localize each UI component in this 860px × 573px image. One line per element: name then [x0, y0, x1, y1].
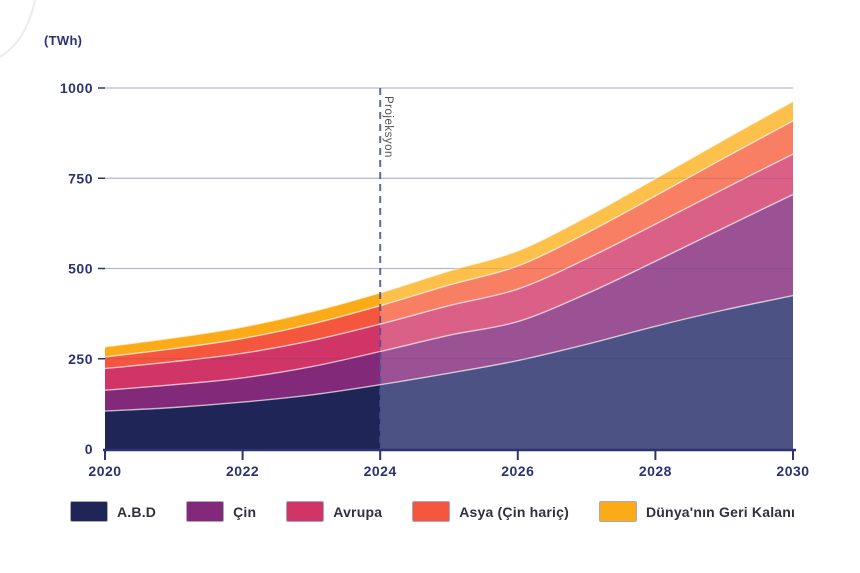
y-tick-label-750: 750 [68, 170, 93, 186]
y-tick-label-1000: 1000 [60, 80, 93, 96]
area-band-history-5 [105, 292, 381, 357]
legend-swatch-4 [412, 501, 451, 522]
y-axis-unit-label: (TWh) [44, 33, 83, 48]
band-separator-3 [104, 153, 794, 370]
area-band-history-2 [105, 351, 381, 412]
legend-label-3: Avrupa [333, 503, 383, 520]
x-tick-label-2030: 2030 [776, 463, 809, 479]
legend-swatch-5 [599, 501, 637, 522]
y-tick-label-250: 250 [68, 351, 93, 367]
legend-item-5: Dünya'nın Geri Kalanı [599, 501, 795, 522]
x-tick-label-2026: 2026 [501, 463, 534, 479]
legend-item-3: Avrupa [286, 501, 382, 522]
x-tick-label-2020: 2020 [88, 463, 121, 479]
decorative-arc [0, 0, 36, 58]
legend: A.B.D Çin Avrupa Asya (Çin hariç) Dünya'nın … [70, 501, 850, 522]
legend-label-1: A.B.D [117, 503, 157, 520]
stacked-area-chart: Projeksyon 0 250 500 750 1000 2020 2022 2024 2026… [0, 0, 809, 479]
legend-label-4: Asya (Çin hariç) [459, 503, 569, 520]
area-band-history-4 [105, 305, 381, 369]
area-band-history-3 [105, 324, 381, 391]
legend-swatch-1 [70, 501, 108, 522]
legend-swatch-2 [186, 501, 225, 522]
y-tick-label-0: 0 [85, 441, 93, 457]
x-tick-label-2022: 2022 [226, 463, 259, 479]
band-separator-2 [104, 193, 794, 391]
band-separator-1 [104, 294, 794, 412]
y-tick-label-500: 500 [68, 261, 93, 277]
legend-label-2: Çin [233, 503, 257, 520]
legend-item-2: Çin [186, 501, 256, 522]
x-tick-label-2024: 2024 [364, 463, 397, 479]
projection-label: Projeksyon [382, 96, 394, 158]
legend-swatch-3 [286, 501, 325, 522]
area-band-history-1 [105, 384, 381, 450]
legend-item-4: Asya (Çin hariç) [412, 501, 569, 522]
x-tick-label-2028: 2028 [639, 463, 672, 479]
legend-item-1: A.B.D [70, 501, 156, 522]
band-separator-5 [104, 100, 794, 348]
legend-label-5: Dünya'nın Geri Kalanı [646, 503, 796, 520]
band-separator-4 [104, 120, 794, 358]
